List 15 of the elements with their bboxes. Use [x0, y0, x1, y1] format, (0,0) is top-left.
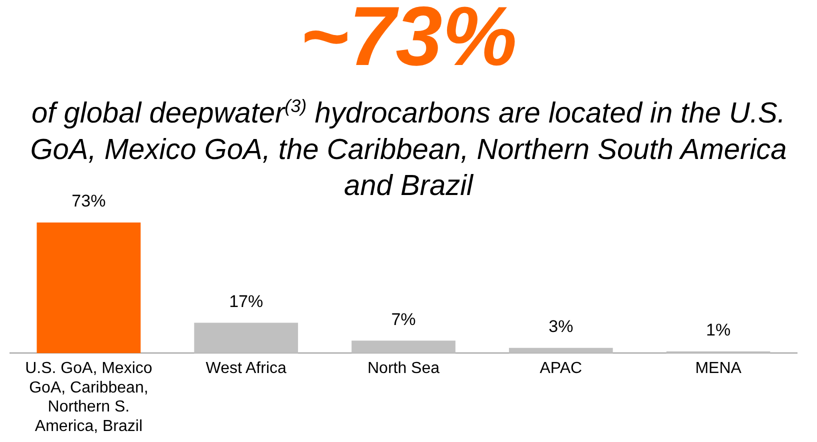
data-label: 17%: [229, 292, 264, 311]
bar: [36, 222, 141, 354]
data-label: 7%: [391, 310, 416, 329]
bar: [508, 348, 613, 354]
bar: [194, 322, 298, 354]
bar: [352, 340, 456, 354]
x-tick-label: West Africa: [206, 360, 287, 378]
data-label: 73%: [72, 192, 106, 211]
x-tick-label: MENA: [695, 360, 742, 378]
x-tick-label: North Sea: [367, 360, 440, 378]
chart-title: ~73%: [298, 0, 518, 85]
data-label: 1%: [706, 320, 731, 340]
x-tick-label: U.S. GoA, Mexico GoA, Caribbean, Northern S. America, Brazil: [25, 360, 152, 435]
data-label: 3%: [548, 317, 574, 336]
x-tick-label: APAC: [540, 360, 582, 378]
